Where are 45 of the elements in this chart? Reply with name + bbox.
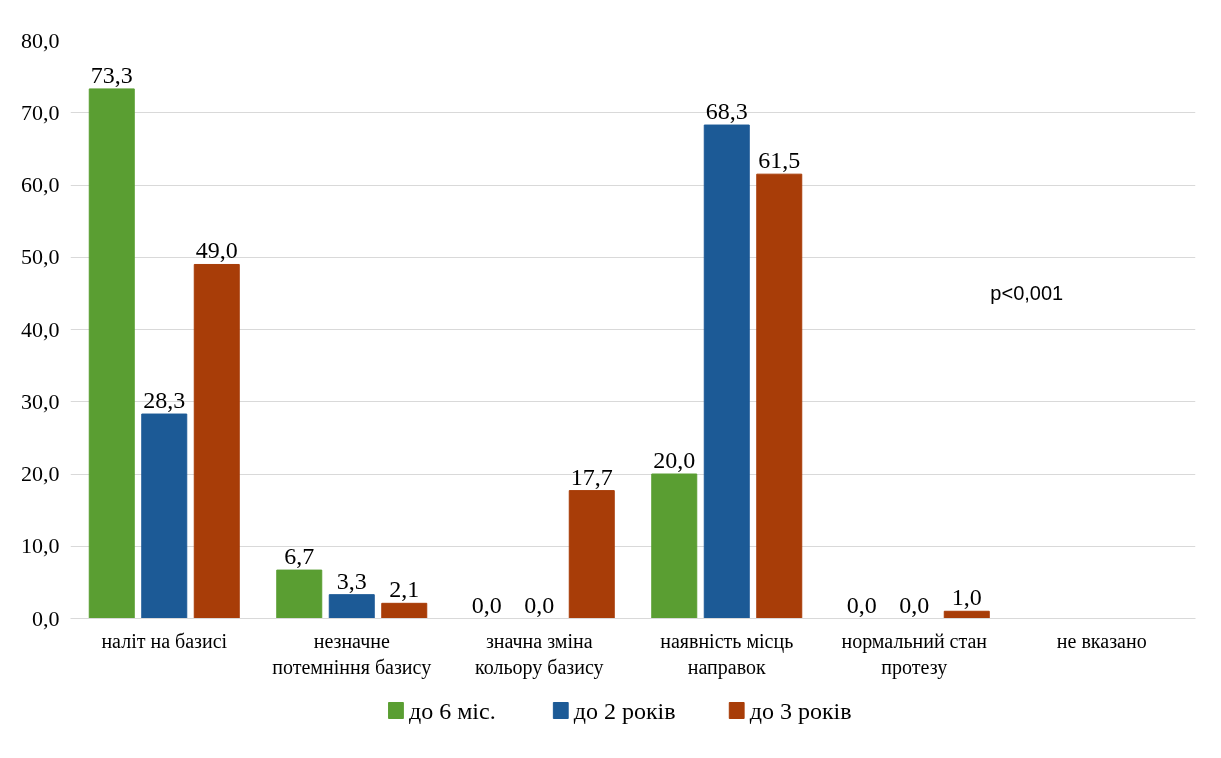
data-label: 0,0 (471, 591, 502, 618)
bar (568, 490, 615, 619)
bar (703, 124, 750, 619)
y-tick-label: 50,0 (21, 244, 60, 270)
bar (193, 263, 240, 619)
y-tick-label: 0,0 (32, 605, 60, 631)
bar (381, 602, 428, 619)
bar (276, 569, 323, 619)
y-tick-label: 10,0 (21, 533, 60, 559)
y-tick-label: 40,0 (21, 316, 60, 342)
annotation: p<0,001 (990, 282, 1064, 305)
data-label: 68,3 (705, 98, 748, 125)
legend-label: до 2 років (573, 697, 676, 724)
bar (88, 88, 135, 619)
x-tick-label: значна зміна кольору базису (474, 629, 604, 679)
bar (943, 610, 990, 619)
data-label: 6,7 (284, 543, 315, 570)
bar (141, 413, 188, 619)
y-tick-label: 60,0 (21, 172, 60, 197)
y-tick-label: 20,0 (21, 461, 60, 486)
data-label: 49,0 (195, 237, 238, 264)
bar (651, 473, 698, 619)
data-label: 0,0 (524, 591, 555, 618)
y-tick-label: 30,0 (21, 388, 60, 414)
bar (328, 594, 375, 619)
data-label: 28,3 (143, 387, 186, 414)
legend-label: до 6 міс. (408, 697, 496, 724)
data-label: 3,3 (336, 567, 367, 594)
data-label: 17,7 (570, 463, 613, 490)
x-tick-label: наявність місць направок (660, 629, 794, 679)
data-label: 0,0 (899, 591, 930, 618)
data-label: 73,3 (90, 61, 133, 88)
bar (756, 173, 803, 619)
x-tick-label: незначне потемніння базису (272, 629, 432, 679)
x-tick-label: не вказано (1056, 629, 1147, 652)
y-tick-label: 80,0 (21, 27, 60, 53)
data-label: 20,0 (653, 447, 696, 473)
x-tick-label: нормальний стан протезу (841, 629, 988, 679)
data-label: 1,0 (951, 584, 982, 611)
x-tick-label: наліт на базисі (101, 629, 228, 652)
data-label: 0,0 (846, 591, 877, 618)
data-label: 61,5 (758, 147, 801, 174)
y-tick-label: 70,0 (21, 99, 60, 125)
data-label: 2,1 (389, 576, 420, 603)
legend-label: до 3 років (749, 697, 852, 724)
